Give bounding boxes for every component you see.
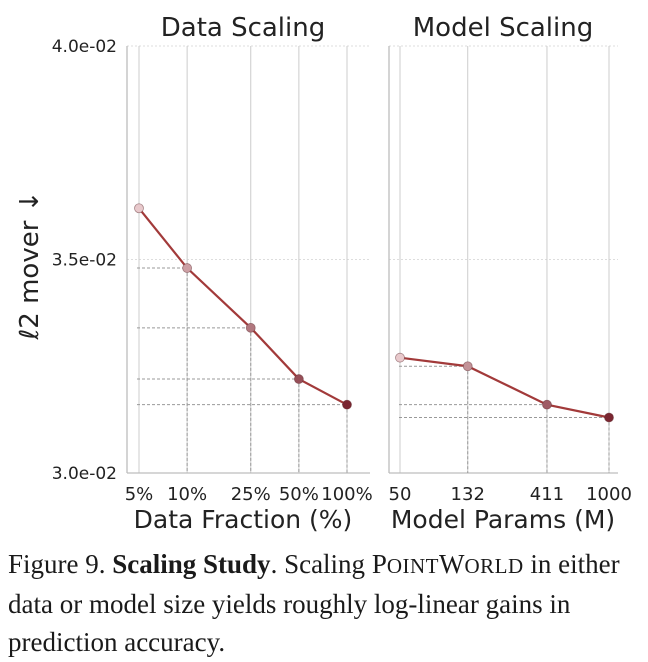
x-tick-label: 25%	[231, 484, 271, 505]
caption-text-after: in either data or model size yields roug…	[8, 549, 620, 657]
x-tick-label: 411	[530, 484, 564, 505]
x-axis-label-model: Model Params (M)	[391, 505, 615, 534]
y-tick-label: 3.5e-02	[52, 251, 117, 271]
panel-data-scaling: Data Scaling 5% 10% 25% 50% 100% 3.0e-02 3.5e…	[15, 13, 373, 534]
x-axis-label-data: Data Fraction (%)	[134, 505, 353, 534]
panel-title-data: Data Scaling	[161, 13, 326, 43]
panel-title-model: Model Scaling	[413, 13, 594, 43]
series-model	[395, 352, 614, 423]
caption-text-before: . Scaling	[270, 549, 372, 579]
series-line	[399, 356, 610, 419]
scaling-figure: Data Scaling 5% 10% 25% 50% 100% 3.0e-02 3.5e…	[15, 13, 632, 534]
data-point	[245, 322, 256, 333]
x-tick-label: 50	[389, 484, 412, 505]
caption-title: Scaling Study	[112, 549, 271, 579]
guide-lines-model	[399, 365, 610, 473]
plot-area-model	[389, 46, 618, 473]
x-tick-label: 50%	[279, 484, 319, 505]
x-tick-label: 5%	[125, 484, 154, 505]
figure-caption: Figure 9. Scaling Study. Scaling POINTWO…	[8, 545, 642, 661]
y-axis-label: ℓ2 mover ↓	[15, 191, 45, 341]
figure-label: Figure 9.	[8, 549, 106, 579]
data-point	[293, 374, 304, 384]
method-name: POINTWORLD	[371, 549, 524, 579]
y-tick-label: 4.0e-02	[52, 37, 117, 57]
guide-lines-data	[137, 267, 348, 473]
y-tick-label: 3.0e-02	[52, 464, 117, 484]
x-tick-label: 1000	[586, 484, 632, 505]
grid-model	[388, 45, 618, 474]
data-point	[134, 203, 144, 214]
x-tick-labels-model: 50 132 411 1000	[389, 484, 632, 505]
y-tick-labels: 3.0e-02 3.5e-02 4.0e-02	[52, 37, 117, 484]
panel-model-scaling: Model Scaling 50 132 411 1000 Model Params …	[388, 13, 632, 534]
data-point	[342, 399, 352, 410]
data-point	[462, 361, 473, 372]
data-point	[542, 399, 552, 410]
x-tick-label: 10%	[167, 484, 207, 505]
x-tick-label: 132	[451, 484, 485, 505]
data-point	[604, 412, 614, 423]
x-tick-label: 100%	[321, 484, 372, 505]
series-data	[134, 203, 352, 410]
x-tick-labels-data: 5% 10% 25% 50% 100%	[125, 484, 373, 505]
data-point	[395, 352, 405, 363]
data-point	[182, 263, 193, 273]
